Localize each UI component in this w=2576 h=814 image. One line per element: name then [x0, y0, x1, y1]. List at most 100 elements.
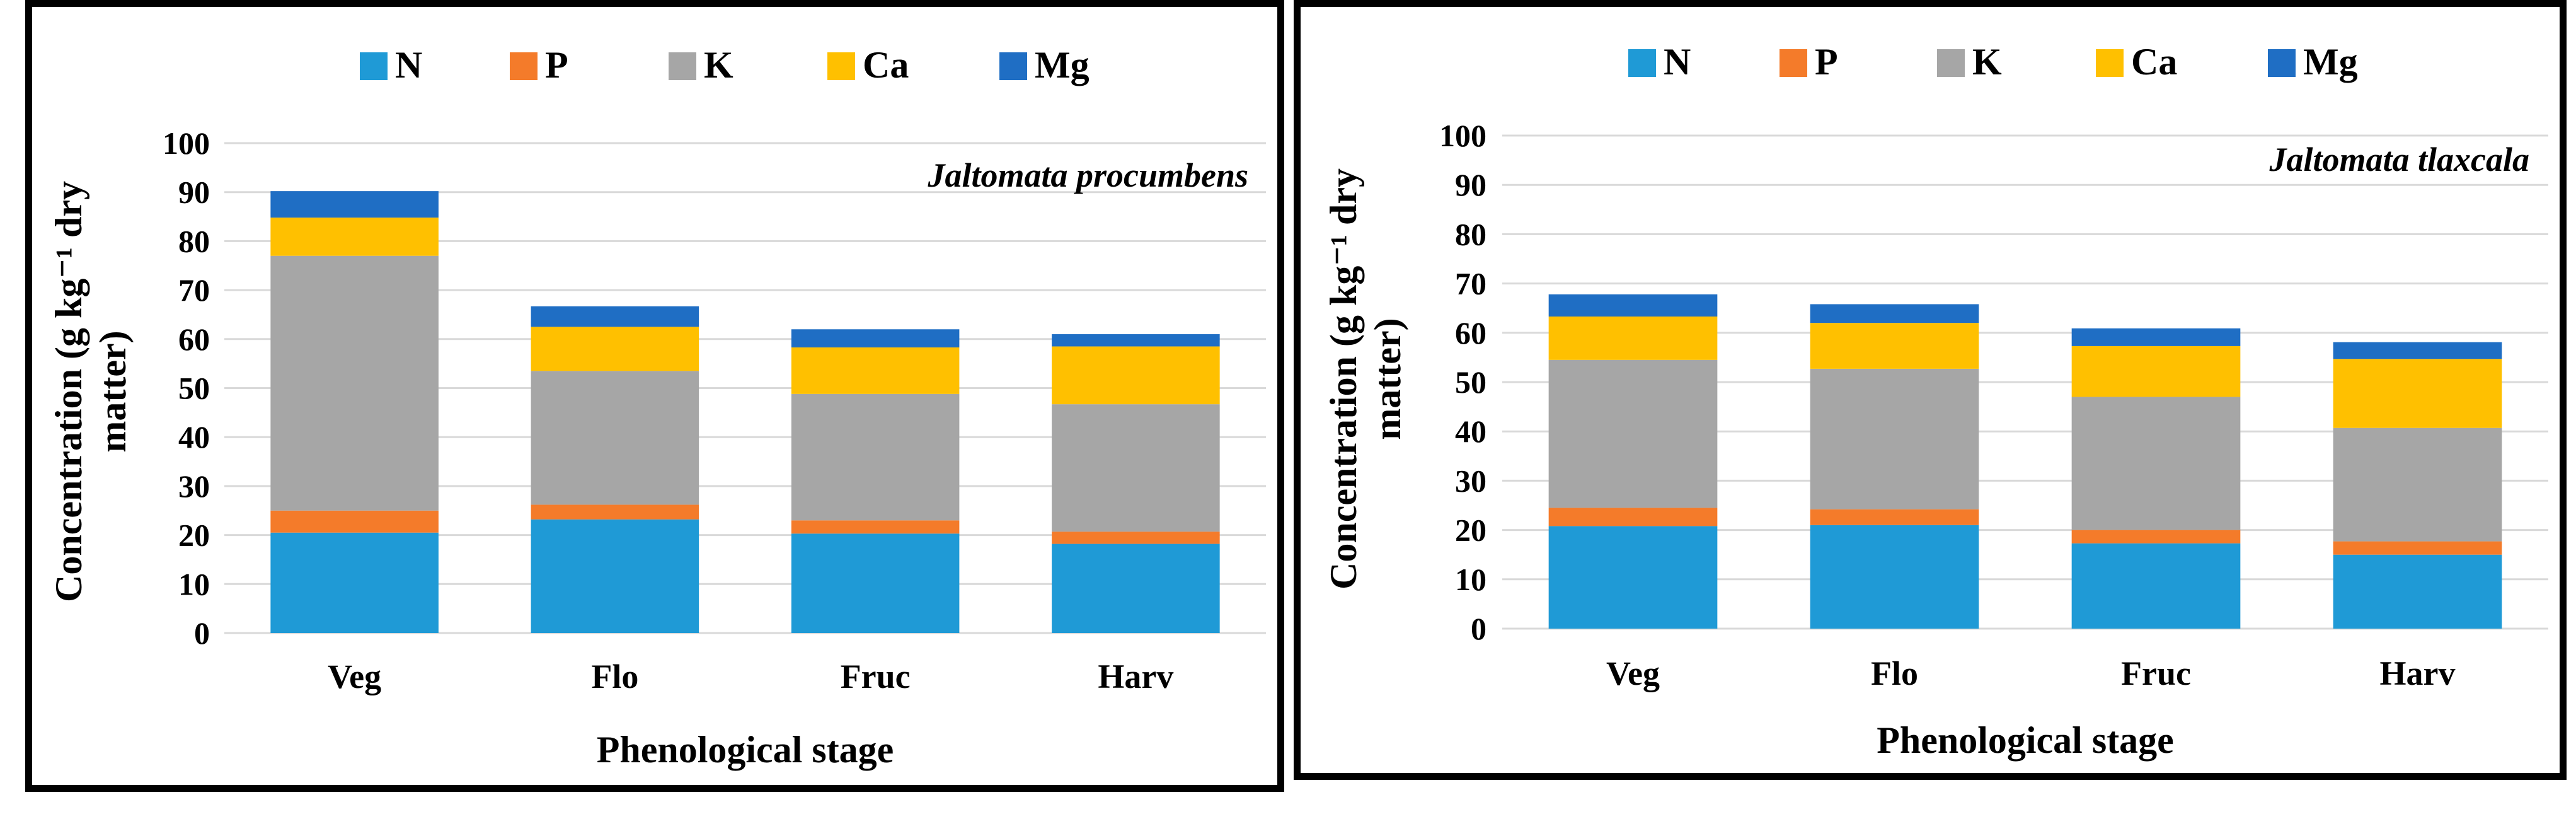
legend-swatch-k	[1937, 49, 1965, 77]
y-tick-label: 0	[1471, 611, 1486, 646]
x-category-label: Harv	[1098, 658, 1173, 695]
bar-segment-k-flo	[531, 371, 699, 505]
y-tick-label: 0	[194, 615, 210, 651]
y-tick-label: 100	[1439, 118, 1486, 153]
bar-segment-p-veg	[1548, 508, 1718, 526]
y-axis-title-line-2: matter)	[92, 330, 134, 452]
bar-segment-n-harv	[2333, 554, 2502, 629]
bar-segment-p-harv	[2333, 541, 2502, 555]
bar-segment-mg-harv	[1052, 334, 1220, 347]
bar-segment-mg-fruc	[2071, 328, 2241, 346]
chart-title: Jaltomata procumbens	[927, 156, 1248, 194]
y-tick-label: 90	[1455, 167, 1486, 202]
legend-swatch-mg	[999, 52, 1027, 80]
y-tick-label: 40	[1455, 414, 1486, 449]
y-tick-label: 10	[178, 566, 210, 602]
y-tick-label: 100	[163, 125, 210, 161]
bar-segment-ca-fruc	[2071, 346, 2241, 397]
bar-segment-k-fruc	[2071, 397, 2241, 530]
bar-segment-k-flo	[1810, 368, 1979, 509]
legend-swatch-p	[510, 52, 538, 80]
x-category-label: Flo	[591, 658, 638, 695]
y-tick-label: 90	[178, 175, 210, 210]
bar-segment-mg-harv	[2333, 342, 2502, 359]
chart-panel-procumbens: 0 10 20 30 40 50 60 70 80 90 100 Veg Flo Fruc Harv Phen…	[25, 0, 1284, 792]
x-category-label: Veg	[1606, 654, 1660, 692]
y-tick-label: 40	[178, 419, 210, 455]
x-category-label: Harv	[2380, 654, 2456, 692]
y-axis-title-line-2: matter)	[1367, 318, 1408, 439]
y-tick-label: 50	[1455, 364, 1486, 400]
x-category-label: Fruc	[841, 658, 911, 695]
y-tick-label: 60	[1455, 315, 1486, 351]
bar-segment-n-flo	[1810, 525, 1979, 629]
y-tick-label: 10	[1455, 562, 1486, 597]
y-tick-label: 80	[1455, 216, 1486, 252]
legend-label-n: N	[1664, 41, 1691, 83]
bar-segment-p-veg	[270, 510, 439, 533]
bar-segment-ca-flo	[1810, 323, 1979, 369]
bar-segment-ca-harv	[1052, 346, 1220, 405]
y-tick-label: 30	[178, 468, 210, 504]
bar-segment-p-flo	[531, 504, 699, 520]
stacked-bar-chart-procumbens: 0 10 20 30 40 50 60 70 80 90 100 Veg Flo Fruc Harv Phen…	[48, 44, 1266, 770]
bar-segment-p-harv	[1052, 532, 1220, 544]
bar-segment-k-fruc	[791, 393, 960, 521]
y-tick-label: 80	[178, 223, 210, 259]
x-category-label: Fruc	[2121, 654, 2191, 692]
y-tick-label: 20	[1455, 513, 1486, 548]
legend-swatch-ca	[2096, 49, 2124, 77]
bar-segment-ca-flo	[531, 327, 699, 371]
legend-label-ca: Ca	[2131, 41, 2177, 83]
legend-swatch-n	[360, 52, 388, 80]
legend-label-mg: Mg	[1035, 44, 1090, 86]
x-axis-title: Phenological stage	[1877, 719, 2174, 761]
bar-segment-n-fruc	[2071, 543, 2241, 629]
bar-segment-n-fruc	[791, 533, 960, 633]
bar-segment-k-veg	[1548, 359, 1718, 508]
bar-segment-mg-flo	[531, 306, 699, 327]
x-category-label: Flo	[1871, 654, 1918, 692]
y-tick-label: 70	[1455, 266, 1486, 301]
bar-segment-n-flo	[531, 519, 699, 633]
y-tick-label: 50	[178, 371, 210, 406]
bar-segment-mg-flo	[1810, 304, 1979, 323]
bar-segment-p-flo	[1810, 509, 1979, 525]
legend-swatch-p	[1780, 49, 1807, 77]
y-tick-label: 60	[178, 322, 210, 357]
legend-swatch-n	[1628, 49, 1656, 77]
bar-segment-k-harv	[1052, 404, 1220, 532]
legend-swatch-mg	[2268, 49, 2296, 77]
bar-segment-k-veg	[270, 255, 439, 511]
legend-swatch-ca	[827, 52, 855, 80]
bar-segment-ca-veg	[1548, 316, 1718, 360]
bar-segment-n-veg	[270, 532, 439, 633]
x-axis-title: Phenological stage	[597, 729, 894, 770]
y-axis-title-line-1: Concentration (g kg⁻¹ dry	[48, 181, 89, 602]
stacked-bar-chart-tlaxcala: 0 10 20 30 40 50 60 70 80 90 100 Veg Flo Fruc Harv Phen…	[1323, 41, 2548, 761]
y-axis-title-line-1: Concentration (g kg⁻¹ dry	[1323, 168, 1364, 590]
legend-label-k: K	[1972, 41, 2002, 83]
bar-segment-mg-fruc	[791, 329, 960, 348]
legend-label-mg: Mg	[2303, 41, 2358, 83]
y-tick-label: 20	[178, 518, 210, 553]
chart-title: Jaltomata tlaxcala	[2269, 141, 2530, 178]
legend-label-k: K	[704, 44, 733, 86]
legend-swatch-k	[669, 52, 696, 80]
legend-label-n: N	[395, 44, 422, 86]
y-tick-label: 30	[1455, 463, 1486, 498]
bar-segment-ca-fruc	[791, 347, 960, 394]
legend-label-ca: Ca	[863, 44, 909, 86]
bar-segment-p-fruc	[791, 520, 960, 534]
bar-segment-mg-veg	[270, 191, 439, 218]
bar-segment-ca-veg	[270, 218, 439, 256]
bar-segment-n-harv	[1052, 544, 1220, 633]
y-tick-label: 70	[178, 272, 210, 308]
bar-segment-p-fruc	[2071, 530, 2241, 544]
bar-segment-ca-harv	[2333, 359, 2502, 428]
bar-segment-mg-veg	[1548, 294, 1718, 317]
legend-label-p: P	[545, 44, 568, 86]
chart-panel-tlaxcala: 0 10 20 30 40 50 60 70 80 90 100 Veg Flo Fruc Harv Phen…	[1294, 0, 2567, 780]
bar-segment-n-veg	[1548, 526, 1718, 629]
legend-label-p: P	[1815, 41, 1838, 83]
